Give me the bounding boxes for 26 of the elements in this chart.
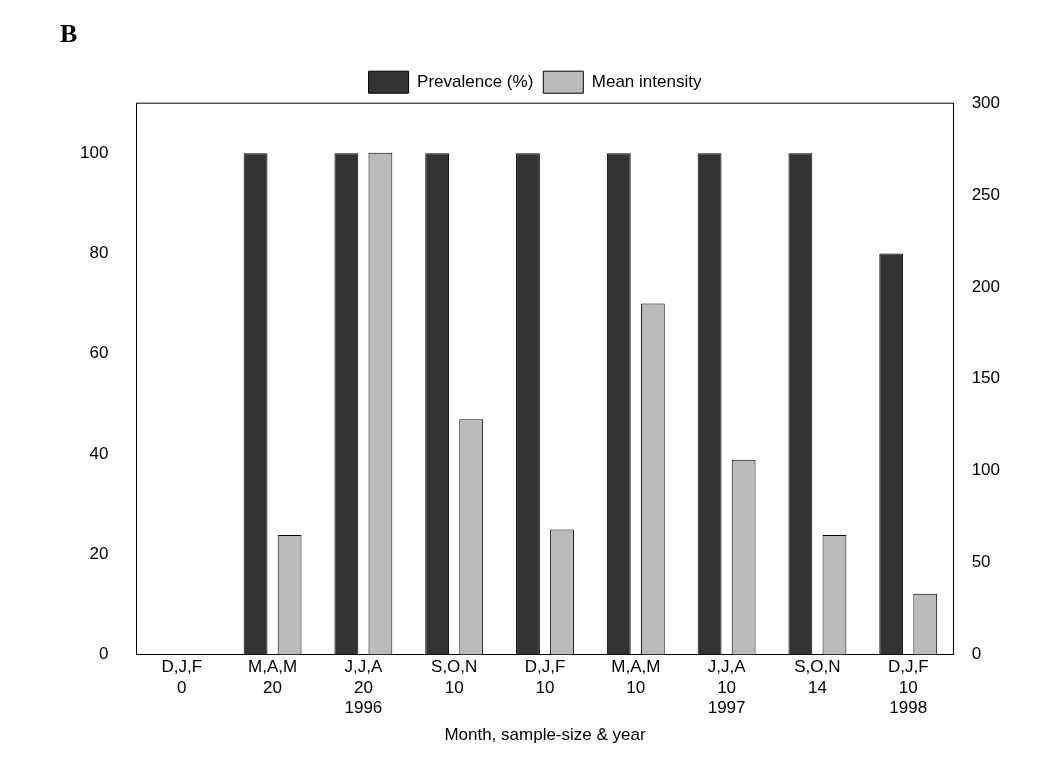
x-tick-label: S,O,N 10 (431, 657, 478, 697)
y2-tick-label: 300 (971, 92, 1001, 112)
y2-tick-label: 50 (971, 552, 991, 572)
x-tick-label: D,J,F 10 1998 (887, 657, 929, 718)
legend-label: Mean intensity (591, 71, 702, 91)
y-tick-label: 40 (89, 443, 109, 463)
y-tick-label: 100 (79, 143, 109, 162)
y-tick-label: 60 (89, 343, 109, 363)
y2-tick-label: 200 (971, 276, 1001, 296)
y2-tick-label: 100 (971, 460, 1001, 480)
y-tick-label: 0 (98, 644, 109, 664)
x-tick-label: M,A,M 20 (248, 657, 298, 697)
y2-tick-label: 250 (971, 184, 1001, 204)
x-tick-label: M,A,M 10 (611, 657, 661, 697)
y-tick-label: 20 (89, 543, 109, 563)
y2-tick-label: 0 (971, 644, 982, 664)
y-tick-label: 80 (89, 243, 109, 263)
x-tick-label: D,J,F 0 (161, 657, 203, 697)
x-tick-label: D,J,F 10 (524, 657, 566, 697)
y2-tick-label: 150 (971, 368, 1001, 388)
chart-title: B (60, 19, 78, 49)
legend-label: Prevalence (%) (417, 71, 534, 91)
x-tick-label: S,O,N 14 (794, 657, 841, 697)
x-axis-title: Month, sample-size & year (444, 725, 646, 745)
x-tick-label: J,J,A 10 1997 (707, 657, 747, 718)
x-tick-label: J,J,A 20 1996 (344, 657, 383, 718)
